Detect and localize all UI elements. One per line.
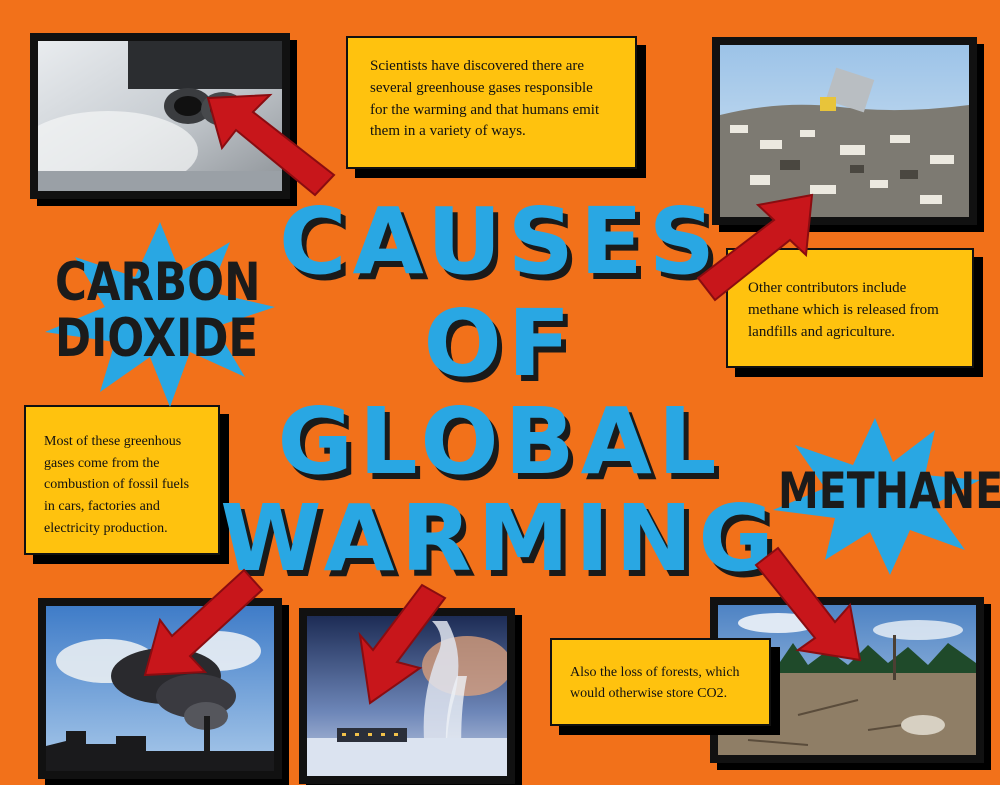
methane-starburst [773, 418, 980, 575]
title-line-global: GLOBAL [277, 388, 723, 495]
note-forests-text: Also the loss of forests, which would ot… [570, 665, 740, 701]
note-scientists: Scientists have discovered there are sev… [346, 36, 637, 169]
carbon-dioxide-starburst [45, 222, 275, 407]
note-fossil-fuels: Most of these greenhous gases come from … [24, 405, 220, 555]
geothermal-plant-photo [299, 608, 515, 784]
methane-label-text: METHANE [778, 462, 1000, 520]
note-fossil-fuels-text: Most of these greenhous gases come from … [44, 434, 190, 536]
methane-label: METHANE [778, 465, 1000, 518]
carbon-label-line2: DIOXIDE [55, 307, 259, 369]
carbon-label-line1: CARBON [55, 252, 261, 313]
smokestack-photo [38, 598, 282, 779]
carbon-dioxide-label: CARBON DIOXIDE [55, 255, 260, 366]
landfill-photo [712, 37, 977, 225]
exhaust-pipe-photo [30, 33, 290, 199]
title-line-warming: WARMING [220, 485, 780, 592]
note-scientists-text: Scientists have discovered there are sev… [370, 58, 600, 140]
note-forests: Also the loss of forests, which would ot… [550, 638, 771, 726]
title-line-causes: CAUSES [279, 188, 721, 295]
title-line-of: OF [423, 290, 577, 397]
